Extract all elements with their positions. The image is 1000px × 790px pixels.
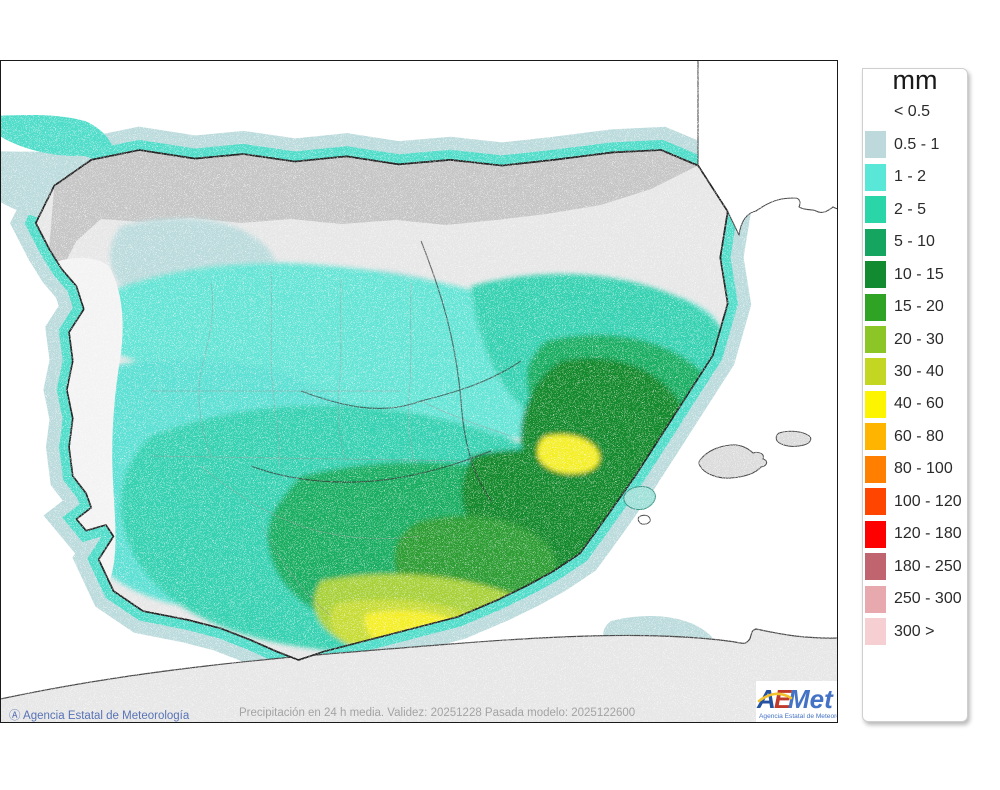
svg-text:A: A (756, 684, 776, 714)
svg-text:Met: Met (788, 684, 834, 714)
svg-text:Agencia Estatal de Meteorologí: Agencia Estatal de Meteorología (759, 713, 838, 720)
